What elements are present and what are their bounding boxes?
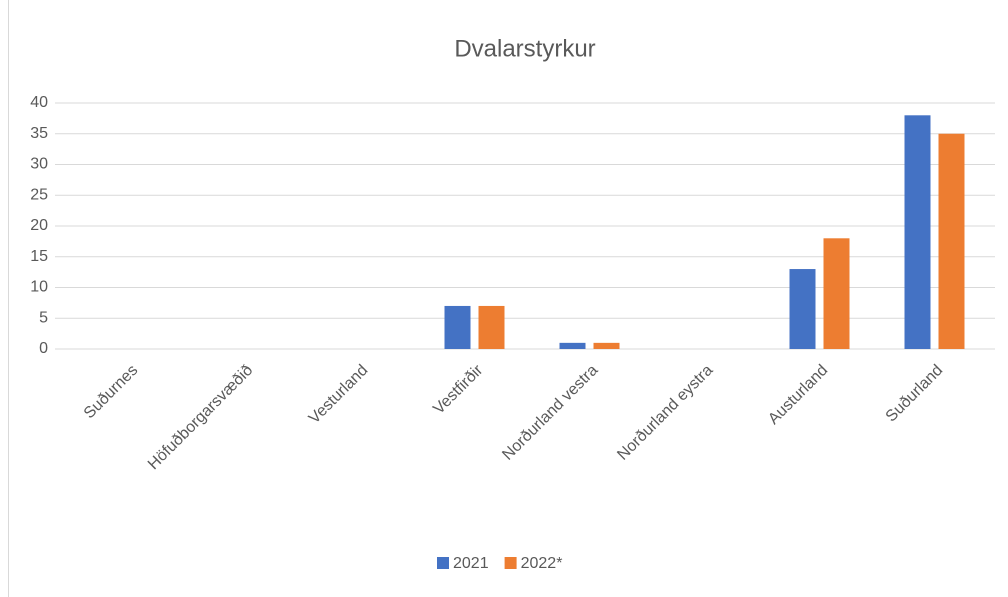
y-tick-label: 30 — [30, 156, 48, 173]
bar — [444, 305, 471, 349]
bar — [904, 115, 931, 349]
bar — [478, 305, 505, 349]
y-tick-label: 35 — [30, 125, 48, 142]
x-tick-label: Suðurnes — [81, 362, 141, 422]
y-tick-label: 5 — [39, 309, 48, 326]
x-tick-label: Höfuðborgarsvæðið — [145, 362, 256, 473]
bar — [789, 269, 816, 349]
y-tick-label: 40 — [30, 94, 48, 111]
y-tick-label: 25 — [30, 186, 48, 203]
x-tick-label: Vesturland — [306, 362, 371, 427]
legend-swatch — [437, 557, 449, 569]
chart-title: Dvalarstyrkur — [454, 35, 595, 62]
x-tick-label: Norðurland eystra — [614, 362, 716, 464]
x-tick-label: Vestfirðir — [430, 361, 487, 418]
y-tick-label: 20 — [30, 217, 48, 234]
x-tick-label: Norðurland vestra — [499, 362, 601, 464]
x-tick-label: Suðurland — [883, 362, 947, 426]
y-tick-label: 15 — [30, 248, 48, 265]
y-tick-label: 0 — [39, 340, 48, 357]
bar — [593, 342, 620, 349]
bar — [823, 238, 850, 349]
x-tick-label: Austurland — [765, 362, 831, 428]
legend-swatch — [504, 557, 517, 569]
legend-label: 2021 — [453, 555, 489, 572]
bar — [559, 342, 586, 349]
bar — [938, 133, 965, 349]
y-tick-label: 10 — [30, 279, 48, 296]
legend-label: 2022* — [521, 555, 563, 572]
